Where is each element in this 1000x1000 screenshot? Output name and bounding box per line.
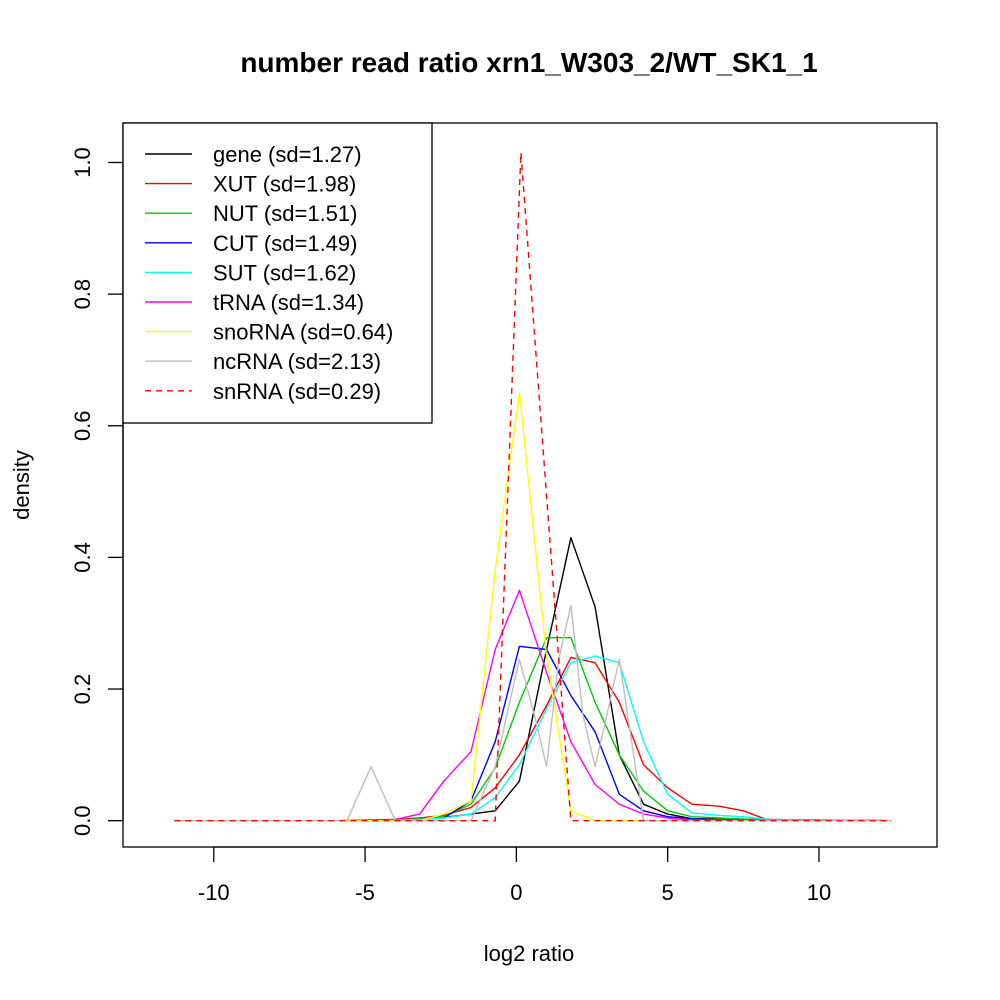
y-tick-label: 0.8	[70, 279, 95, 310]
legend-label: tRNA (sd=1.34)	[213, 290, 364, 315]
legend-label: SUT (sd=1.62)	[213, 260, 356, 285]
legend-label: snoRNA (sd=0.64)	[213, 320, 393, 345]
y-tick-label: 0.4	[70, 542, 95, 573]
chart-title: number read ratio xrn1_W303_2/WT_SK1_1	[240, 47, 817, 78]
series-line-5	[174, 589, 892, 822]
y-axis-label: density	[9, 450, 34, 520]
legend-label: snRNA (sd=0.29)	[213, 379, 381, 404]
legend-label: CUT (sd=1.49)	[213, 231, 357, 256]
series-line-4	[174, 655, 892, 822]
legend-label: ncRNA (sd=2.13)	[213, 349, 381, 374]
x-tick-label: -5	[355, 880, 375, 905]
y-tick-label: 0.6	[70, 410, 95, 441]
x-tick-label: 10	[807, 880, 831, 905]
legend-label: gene (sd=1.27)	[213, 142, 362, 167]
y-tick-label: 1.0	[70, 147, 95, 178]
series-layer	[174, 151, 892, 822]
x-tick-label: 5	[662, 880, 674, 905]
x-tick-label: 0	[510, 880, 522, 905]
series-line-8	[174, 151, 892, 822]
y-tick-label: 0.2	[70, 674, 95, 705]
legend: gene (sd=1.27) XUT (sd=1.98) NUT (sd=1.51)…	[122, 122, 433, 424]
x-axis-label: log2 ratio	[484, 941, 575, 966]
x-tick-label: -10	[198, 880, 230, 905]
legend-label: XUT (sd=1.98)	[213, 172, 356, 197]
plot-frame	[122, 122, 938, 848]
y-tick-label: 0.0	[70, 805, 95, 836]
legend-label: NUT (sd=1.51)	[213, 201, 357, 226]
series-line-6	[174, 392, 892, 822]
